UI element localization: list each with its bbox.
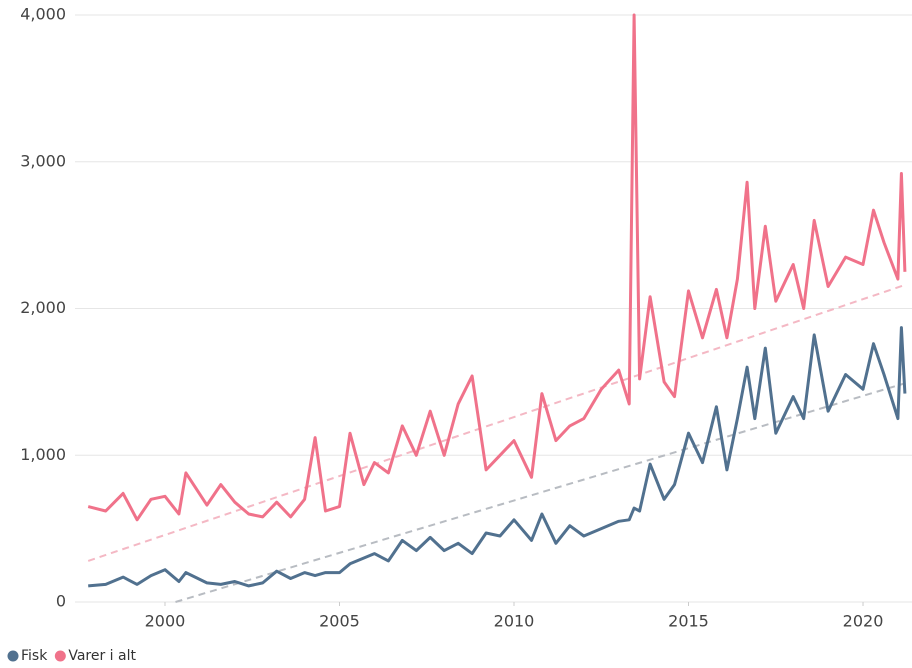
legend-label: Varer i alt <box>68 648 136 664</box>
legend-label: Fisk <box>21 648 48 664</box>
legend-marker <box>7 650 19 662</box>
trend-line <box>87 284 906 562</box>
y-tick-label: 0 <box>56 592 66 611</box>
x-tick-label: 2005 <box>319 612 360 631</box>
y-tick-label: 1,000 <box>20 445 66 464</box>
series-line <box>87 13 907 522</box>
series-line <box>88 326 907 588</box>
y-tick-label: 2,000 <box>20 298 66 317</box>
x-tick-label: 2020 <box>843 612 884 631</box>
x-tick-label: 2000 <box>145 612 186 631</box>
y-tick-label: 3,000 <box>20 151 66 170</box>
legend-marker <box>54 650 66 662</box>
trend-line <box>175 382 906 603</box>
x-tick-label: 2015 <box>668 612 709 631</box>
x-tick-label: 2010 <box>494 612 535 631</box>
y-tick-label: 4,000 <box>20 5 66 24</box>
